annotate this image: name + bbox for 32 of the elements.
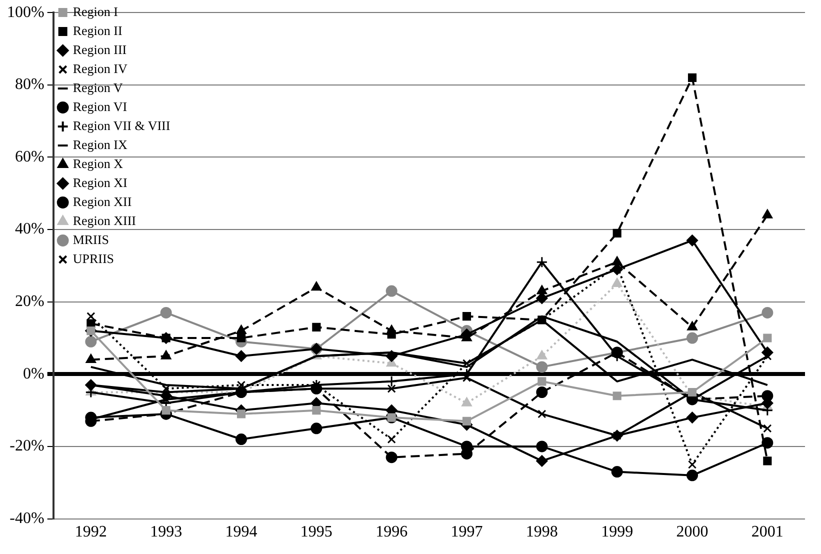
y-tick-label: 40% xyxy=(15,220,44,238)
legend-label: Region X xyxy=(72,156,124,171)
legend-label: Region XI xyxy=(72,174,128,190)
legend-label: Region VII & VIII xyxy=(72,118,170,133)
legend-label: MRIIS xyxy=(72,232,109,247)
legend-label: Region II xyxy=(72,22,122,38)
legend-label: Region VI xyxy=(72,98,128,114)
legend-label: Region I xyxy=(72,4,118,19)
x-tick-label: 1997 xyxy=(450,524,483,541)
y-tick-label: -40% xyxy=(10,510,44,528)
legend-label: Region XIII xyxy=(72,212,136,228)
x-tick-label: 2001 xyxy=(751,524,784,541)
y-tick-label: 60% xyxy=(15,148,44,166)
x-tick-label: 1996 xyxy=(376,524,408,541)
y-tick-label: 20% xyxy=(15,293,44,310)
x-tick-label: 1993 xyxy=(150,524,182,541)
y-tick-label: 80% xyxy=(15,76,44,94)
y-tick-label: 0% xyxy=(23,365,44,382)
y-tick-label: 100% xyxy=(7,4,44,21)
x-tick-label: 1998 xyxy=(526,524,558,541)
x-tick-label: 1999 xyxy=(601,524,634,541)
legend-label: UPRIIS xyxy=(72,250,114,266)
legend-label: Region V xyxy=(72,80,124,95)
x-tick-label: 1994 xyxy=(225,524,258,541)
x-tick-label: 1992 xyxy=(74,524,107,541)
y-tick-label: -20% xyxy=(10,438,44,455)
legend-label: Region IX xyxy=(72,136,128,152)
x-tick-label: 1995 xyxy=(300,524,332,541)
legend-label: Region III xyxy=(72,42,127,57)
legend-label: Region XII xyxy=(72,194,132,209)
x-tick-label: 2000 xyxy=(676,524,708,541)
legend-label: Region IV xyxy=(72,60,128,76)
